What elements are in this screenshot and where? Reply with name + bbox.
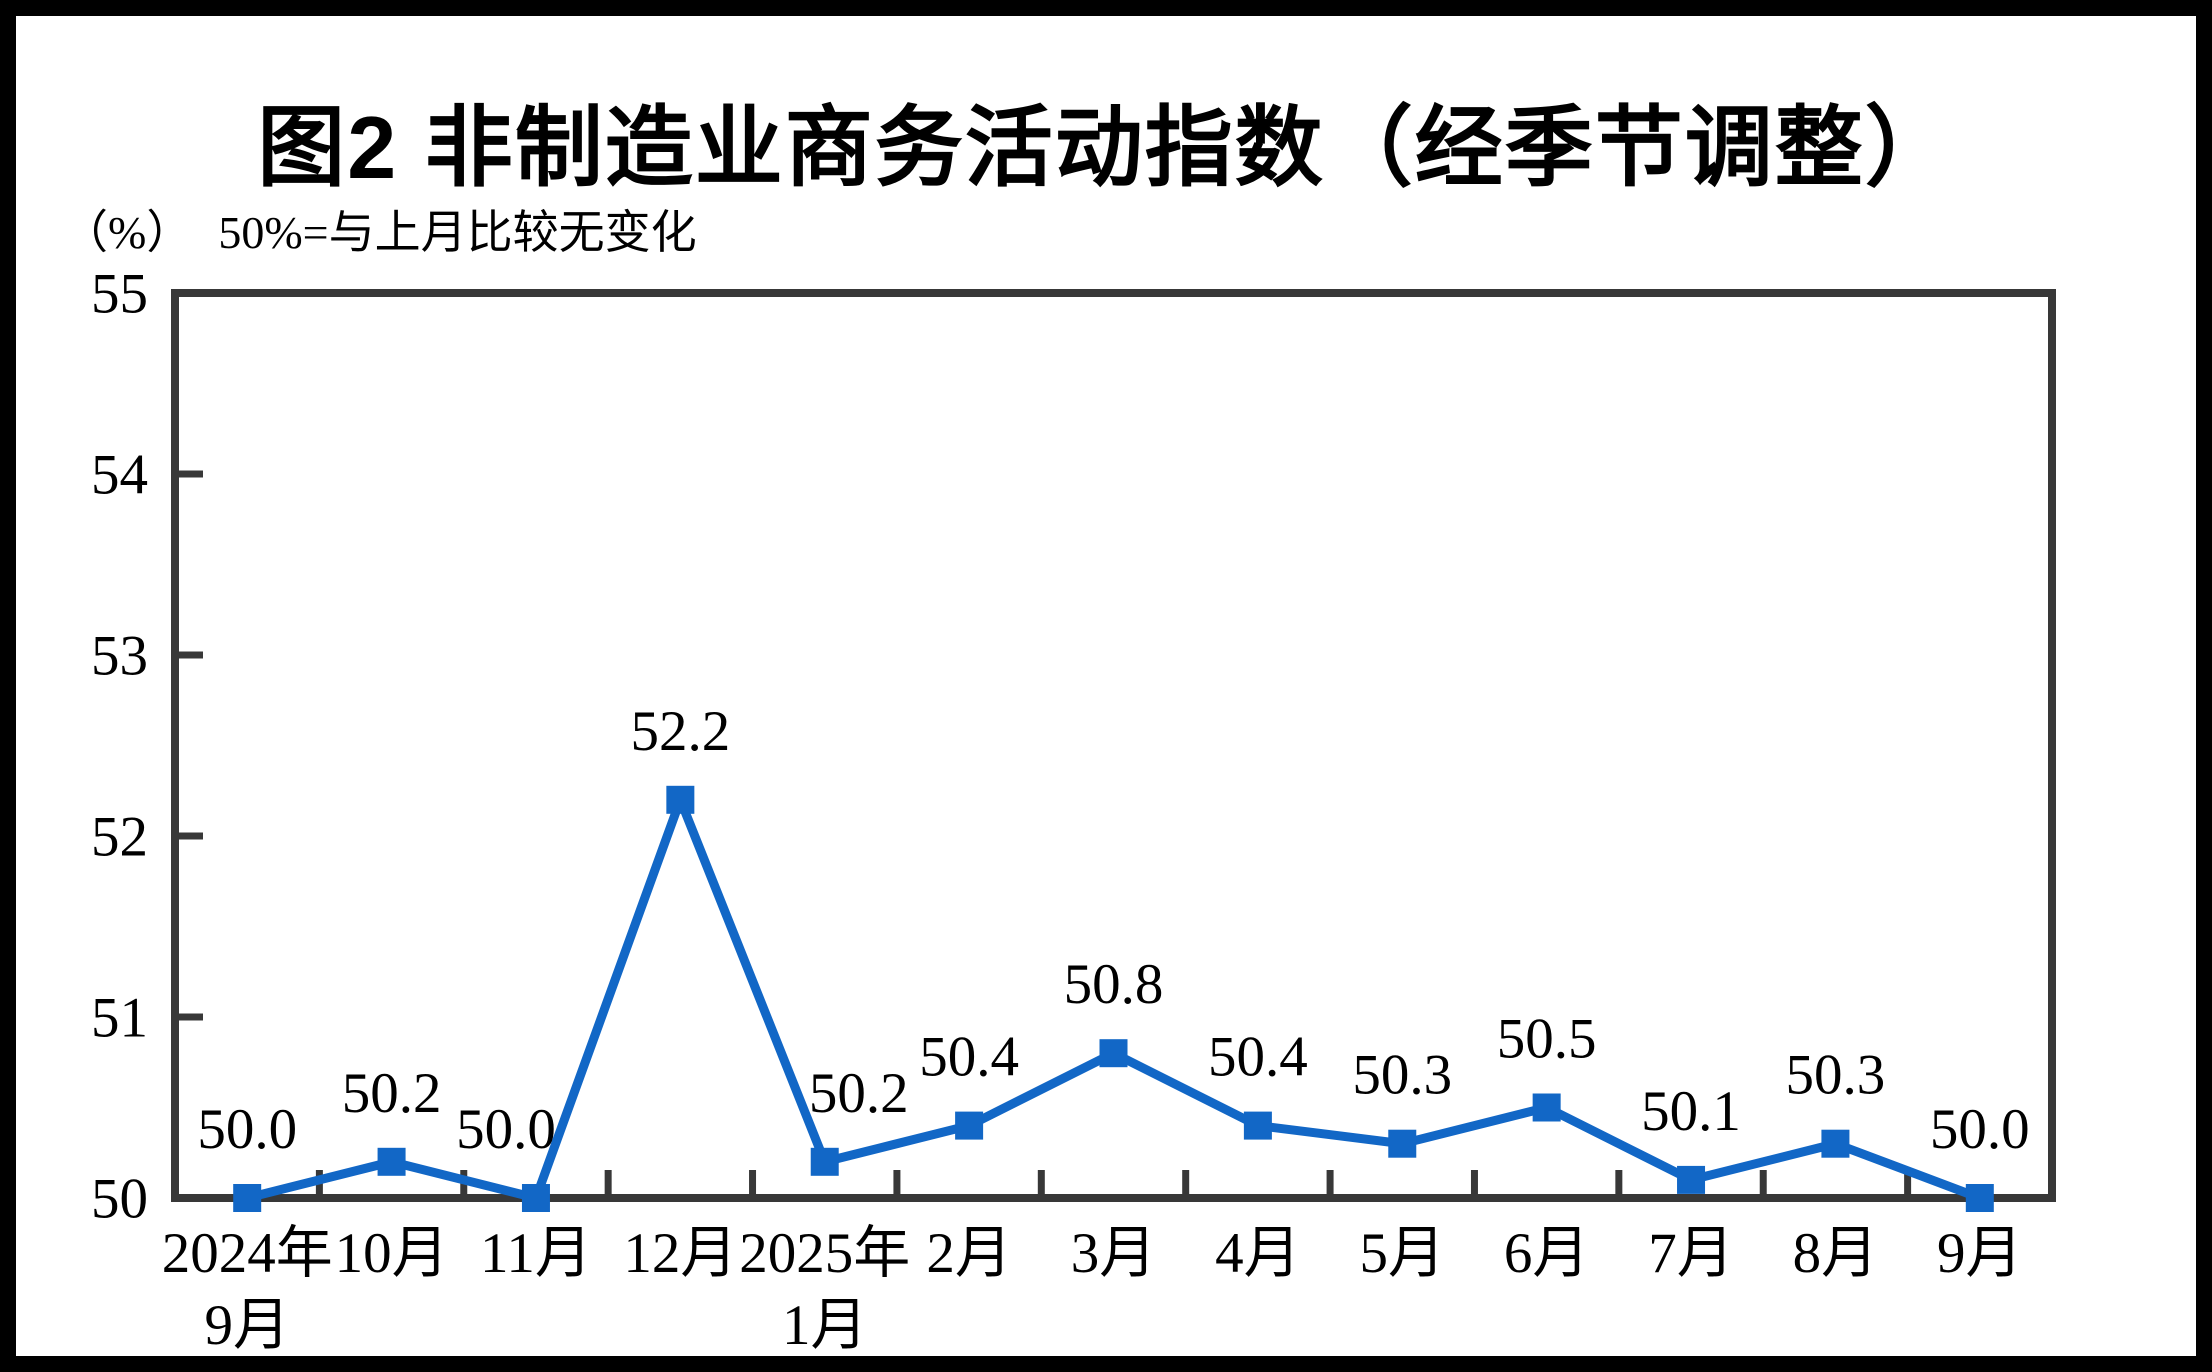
data-point-marker [377,1147,406,1176]
data-point-marker [955,1111,984,1140]
data-point-marker [1243,1111,1272,1140]
x-axis-category-label: 6月 [1504,1222,1590,1285]
x-axis-category-label: 2025年 1月 [739,1222,910,1357]
data-point-label: 50.3 [1786,1044,1886,1107]
data-point-label: 50.5 [1497,1008,1597,1071]
y-axis-tick-label: 51 [91,986,148,1049]
data-point-label: 50.0 [1930,1098,2030,1161]
x-axis-category-label: 5月 [1360,1222,1446,1285]
data-point-label: 50.0 [456,1098,556,1161]
unit-label: （%） [62,207,193,258]
data-point-label: 52.2 [630,700,730,763]
data-point-marker [521,1184,550,1212]
y-axis-tick-label: 52 [91,805,148,868]
data-point-label: 50.4 [919,1026,1019,1089]
data-point-marker [1677,1165,1706,1194]
x-axis-category-label: 2月 [926,1222,1012,1285]
axis-note: （%） 50%=与上月比较无变化 [62,196,697,262]
data-point-marker [666,785,695,814]
x-axis-category-label: 7月 [1648,1222,1734,1285]
data-point-marker [1821,1129,1850,1158]
figure-title: 图2 非制造业商务活动指数（经季节调整） [257,97,1955,197]
x-axis-category-label: 11月 [480,1222,592,1285]
data-point-label: 50.3 [1352,1044,1452,1107]
x-axis-category-label: 3月 [1071,1222,1157,1285]
data-point-marker [1965,1184,1994,1212]
data-point-label: 50.1 [1641,1080,1741,1143]
data-point-marker [1099,1039,1128,1068]
x-axis-category-label: 4月 [1215,1222,1301,1285]
data-point-marker [810,1147,839,1176]
data-point-marker [1532,1093,1561,1122]
data-point-marker [1388,1129,1417,1158]
y-axis-tick-label: 53 [91,624,148,687]
data-point-label: 50.2 [809,1062,909,1125]
data-point-label: 50.0 [197,1098,297,1161]
plot-frame [171,289,2056,1202]
x-axis-category-label: 12月 [623,1222,737,1285]
data-point-label: 50.4 [1208,1026,1308,1089]
y-axis-tick-label: 50 [91,1167,148,1230]
x-axis-category-label: 10月 [335,1222,449,1285]
reference-note: 50%=与上月比较无变化 [218,207,697,258]
x-axis-category-label: 9月 [1937,1222,2023,1285]
y-axis-tick-label: 55 [91,262,148,325]
data-point-label: 50.2 [342,1062,442,1125]
x-axis-category-label: 8月 [1793,1222,1879,1285]
y-axis-tick-label: 54 [91,443,148,506]
x-axis-category-label: 2024年 9月 [162,1222,333,1357]
data-point-label: 50.8 [1064,953,1164,1016]
data-point-marker [233,1184,262,1212]
